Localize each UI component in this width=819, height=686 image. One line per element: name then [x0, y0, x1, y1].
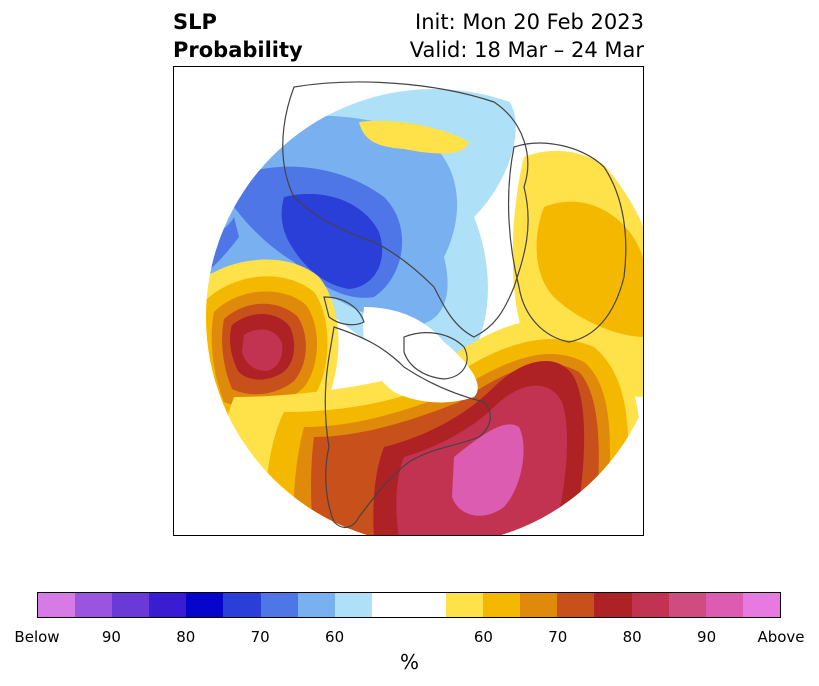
colorbar-tick-label: Below [14, 628, 60, 646]
europe-outline [507, 142, 627, 343]
colorbar-tick-label: Above [757, 628, 805, 646]
colorbar-tick-label: 80 [176, 628, 196, 646]
colorbar-segment [223, 593, 261, 617]
colorbar-tick-label: 70 [250, 628, 270, 646]
colorbar-segment [297, 593, 335, 617]
colorbar-segment [371, 593, 409, 617]
colorbar-tick-label: 90 [101, 628, 121, 646]
colorbar-segment [75, 593, 113, 617]
map-title: SLP Probability [173, 8, 303, 64]
coastlines [282, 81, 627, 529]
colorbar-segment [112, 593, 150, 617]
colorbar-tick-label: 70 [548, 628, 568, 646]
above-region-atlantic-strong [452, 424, 524, 516]
probability-map [173, 66, 644, 536]
eurasia-outline [282, 81, 529, 338]
alaska-outline [323, 296, 365, 326]
above-region-europe-gold [536, 201, 643, 337]
greenland-outline [403, 332, 468, 380]
above-region-arctic-patch [359, 120, 469, 154]
colorbar-segment [557, 593, 595, 617]
colorbar-segment [408, 593, 447, 617]
colorbar-tick-label: 60 [325, 628, 345, 646]
below-region-west-mid [206, 217, 239, 282]
colorbar-segment [260, 593, 298, 617]
colorbar-segment [38, 593, 76, 617]
init-date: Init: Mon 20 Feb 2023 [415, 10, 644, 34]
probability-fields [206, 89, 643, 535]
colorbar-tick-label: 80 [622, 628, 642, 646]
colorbar-segment [334, 593, 372, 617]
title-line-1: SLP [173, 10, 217, 34]
map-svg [206, 81, 643, 535]
below-region-deep [281, 193, 383, 289]
colorbar-segment [520, 593, 558, 617]
colorbar-segment [186, 593, 224, 617]
colorbar-segment [705, 593, 743, 617]
colorbar-segment [668, 593, 706, 617]
colorbar-tick-label: 60 [473, 628, 493, 646]
north-america-outline [324, 326, 491, 529]
colorbar-segment [446, 593, 484, 617]
colorbar-segment [149, 593, 187, 617]
valid-date: Valid: 18 Mar – 24 Mar [409, 38, 644, 62]
colorbar [37, 592, 781, 618]
above-region-pacific-core [242, 329, 283, 371]
date-info: Init: Mon 20 Feb 2023 Valid: 18 Mar – 24… [410, 8, 644, 64]
colorbar-segment [631, 593, 669, 617]
colorbar-segment [742, 593, 780, 617]
colorbar-segment [483, 593, 521, 617]
title-line-2: Probability [173, 38, 303, 62]
colorbar-tick-label: 90 [697, 628, 717, 646]
colorbar-unit-label: % [399, 650, 419, 674]
colorbar-segment [594, 593, 632, 617]
